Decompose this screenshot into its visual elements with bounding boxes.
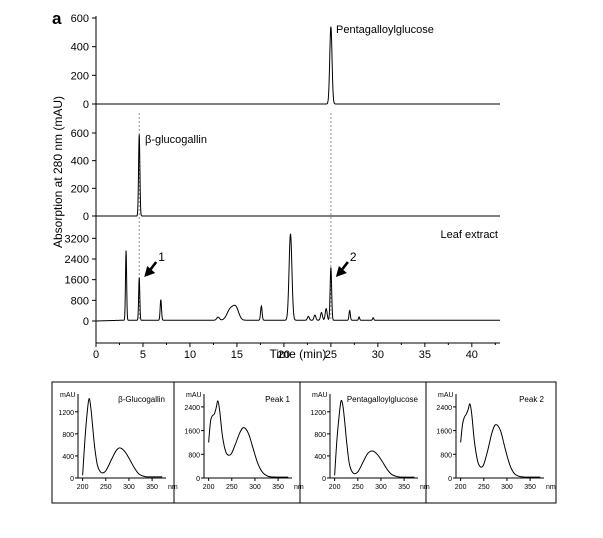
trace-label: Pentagalloylglucose (336, 24, 434, 36)
trace-line (96, 134, 500, 217)
spectrum-title: Pentagalloylglucose (347, 395, 419, 404)
spectrum-y-tick-label: 0 (196, 476, 200, 483)
y-tick-label: 400 (71, 42, 89, 54)
spectrum-title: Peak 2 (519, 395, 544, 404)
spectrum-x-tick-label: 300 (375, 484, 387, 491)
spectrum-x-tick-label: 350 (272, 484, 284, 491)
y-tick-label: 600 (71, 128, 89, 140)
spectrum-curve (334, 399, 415, 478)
spectrum-x-tick-label: 200 (77, 484, 89, 491)
spectrum-x-tick-label: 300 (501, 484, 513, 491)
spectrum-x-tick-label: 200 (203, 484, 215, 491)
x-tick-label: 25 (325, 349, 337, 361)
spectrum-x-tick-label: 250 (352, 484, 364, 491)
y-tick-label: 0 (83, 99, 89, 111)
spectrum-x-tick-label: 350 (146, 484, 158, 491)
y-tick-label: 0 (83, 316, 89, 328)
spectrum-y-unit: mAU (438, 392, 454, 399)
spectrum-x-tick-label: 350 (524, 484, 536, 491)
x-tick-label: 10 (184, 349, 196, 361)
x-tick-label: 40 (466, 349, 478, 361)
x-tick-label: 15 (231, 349, 243, 361)
x-tick-label: 5 (140, 349, 146, 361)
spectrum-y-tick-label: 0 (322, 476, 326, 483)
spectrum-x-tick-label: 250 (478, 484, 490, 491)
spectrum-x-tick-label: 300 (249, 484, 261, 491)
spectrum-y-tick-label: 1200 (58, 410, 74, 417)
peak-annotation: 1 (158, 250, 165, 264)
spectrum-y-tick-label: 0 (448, 476, 452, 483)
spectrum-curve (208, 400, 289, 478)
spectrum-x-tick-label: 350 (398, 484, 410, 491)
y-tick-label: 3200 (65, 233, 89, 245)
spectrum-x-tick-label: 250 (100, 484, 112, 491)
spectrum-x-tick-label: 200 (455, 484, 467, 491)
trace-line (96, 26, 500, 105)
spectrum-x-unit: nm (294, 484, 304, 491)
spectrum-x-tick-label: 300 (123, 484, 135, 491)
spectrum-x-unit: nm (420, 484, 430, 491)
y-tick-label: 200 (71, 70, 89, 82)
spectrum-curve (460, 403, 541, 478)
spectra-frame (51, 381, 557, 504)
spectrum-y-tick-label: 800 (440, 452, 452, 459)
spectrum-y-unit: mAU (60, 392, 76, 399)
chromatogram: 0 5 10 15 20 25 30 35 400200400600Pentagalloylgl… (65, 13, 500, 361)
uv-spectra: 0 400 800 1200 200 250 300 350 mAU nm β-Glucogalli… (58, 392, 555, 491)
spectrum-x-tick-label: 250 (226, 484, 238, 491)
spectrum-y-tick-label: 2400 (184, 405, 200, 412)
trace-label: Leaf extract (441, 229, 498, 241)
spectrum-y-tick-label: 800 (62, 432, 74, 439)
panel-label: a (52, 9, 62, 28)
y-tick-label: 400 (71, 156, 89, 168)
spectrum-y-tick-label: 400 (314, 454, 326, 461)
spectrum-y-tick-label: 1200 (310, 410, 326, 417)
spectrum-y-tick-label: 400 (62, 454, 74, 461)
y-tick-label: 1600 (65, 275, 89, 287)
spectrum-x-tick-label: 200 (329, 484, 341, 491)
spectrum-y-unit: mAU (312, 392, 328, 399)
spectrum-y-tick-label: 1600 (436, 429, 452, 436)
x-axis-title: Time (min) (270, 347, 327, 361)
y-tick-label: 800 (71, 295, 89, 307)
spectrum-y-tick-label: 2400 (436, 405, 452, 412)
y-axis-title: Absorption at 280 nm (mAU) (51, 96, 65, 248)
spectrum-y-tick-label: 0 (70, 476, 74, 483)
spectrum-title: Peak 1 (265, 395, 290, 404)
spectrum-title: β-Glucogallin (118, 395, 165, 404)
arrow-head (335, 266, 347, 277)
x-tick-label: 0 (93, 349, 99, 361)
spectrum-y-tick-label: 800 (188, 452, 200, 459)
y-tick-label: 600 (71, 13, 89, 25)
peak-annotation: 2 (350, 250, 357, 264)
y-tick-label: 200 (71, 183, 89, 195)
x-tick-label: 20 (278, 349, 290, 361)
trace-label: β-glucogallin (145, 134, 207, 146)
trace-line (95, 233, 500, 322)
x-tick-label: 35 (419, 349, 431, 361)
spectrum-y-unit: mAU (186, 392, 202, 399)
spectrum-x-unit: nm (546, 484, 556, 491)
spectrum-y-tick-label: 1600 (184, 429, 200, 436)
y-tick-label: 2400 (65, 254, 89, 266)
arrow-head (144, 266, 156, 277)
x-tick-label: 30 (372, 349, 384, 361)
spectrum-x-unit: nm (168, 484, 178, 491)
y-tick-label: 0 (83, 211, 89, 223)
spectrum-curve (82, 398, 163, 478)
spectrum-y-tick-label: 800 (314, 432, 326, 439)
